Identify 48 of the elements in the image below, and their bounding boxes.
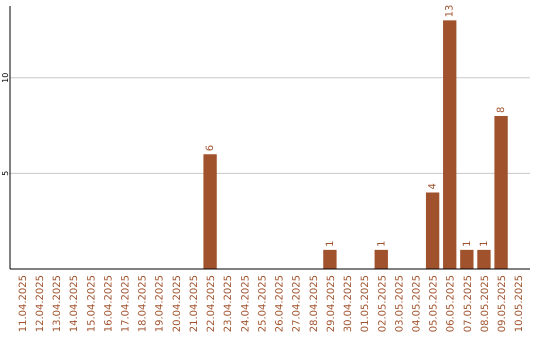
x-tick-label: 15.04.2025 — [86, 275, 98, 332]
y-tick-label: 5 — [1, 170, 10, 176]
data-label: 1 — [462, 240, 473, 247]
x-tick-label: 23.04.2025 — [223, 275, 234, 332]
data-label: 4 — [428, 183, 439, 190]
data-label: 1 — [376, 240, 388, 247]
x-tick-label: 29.04.2025 — [326, 275, 337, 332]
bar — [494, 116, 508, 269]
x-tick-label: 07.05.2025 — [462, 275, 474, 332]
x-tick-label: 27.04.2025 — [292, 275, 303, 332]
x-tick-label: 08.05.2025 — [480, 275, 491, 332]
y-tick-label: 10 — [1, 72, 10, 83]
bar — [443, 20, 456, 269]
x-tick-label: 24.04.2025 — [240, 275, 252, 332]
x-tick-label: 11.04.2025 — [18, 275, 29, 332]
x-tick-label: 06.05.2025 — [446, 275, 457, 332]
x-tick-label: 28.04.2025 — [308, 275, 320, 332]
bar — [323, 250, 337, 269]
x-tick-label: 16.04.2025 — [103, 275, 114, 332]
data-label: 6 — [205, 144, 216, 152]
x-tick-label: 25.04.2025 — [257, 275, 268, 332]
x-tick-label: 03.05.2025 — [394, 275, 406, 332]
x-tick-label: 12.04.2025 — [34, 275, 46, 332]
bar — [426, 192, 440, 269]
bar — [203, 154, 217, 269]
x-tick-label: 09.05.2025 — [497, 275, 508, 332]
x-tick-label: 21.04.2025 — [188, 275, 200, 332]
data-label: 1 — [478, 240, 490, 247]
x-tick-label: 18.04.2025 — [138, 275, 149, 332]
x-tick-label: 01.05.2025 — [360, 275, 372, 332]
x-tick-label: 14.04.2025 — [69, 275, 80, 332]
x-tick-label: 02.05.2025 — [377, 275, 388, 332]
data-label: 13 — [444, 4, 456, 18]
bar — [460, 250, 474, 269]
x-tick-label: 19.04.2025 — [154, 275, 166, 332]
bar — [374, 250, 388, 269]
x-tick-label: 30.04.2025 — [343, 275, 354, 332]
x-tick-label: 10.05.2025 — [514, 275, 526, 332]
data-label: 1 — [324, 240, 336, 247]
x-tick-label: 20.04.2025 — [172, 275, 183, 332]
x-tick-label: 26.04.2025 — [274, 275, 286, 332]
x-tick-label: 22.04.2025 — [206, 275, 218, 332]
x-tick-label: 05.05.2025 — [428, 275, 440, 332]
x-tick-label: 17.04.2025 — [120, 275, 132, 332]
x-tick-label: 13.04.2025 — [52, 275, 64, 332]
x-tick-label: 04.05.2025 — [411, 275, 422, 332]
bar — [477, 250, 491, 269]
data-label: 8 — [496, 106, 508, 113]
